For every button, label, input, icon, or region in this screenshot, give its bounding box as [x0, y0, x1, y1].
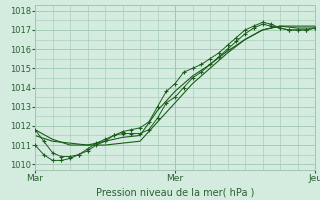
- X-axis label: Pression niveau de la mer( hPa ): Pression niveau de la mer( hPa ): [96, 187, 254, 197]
